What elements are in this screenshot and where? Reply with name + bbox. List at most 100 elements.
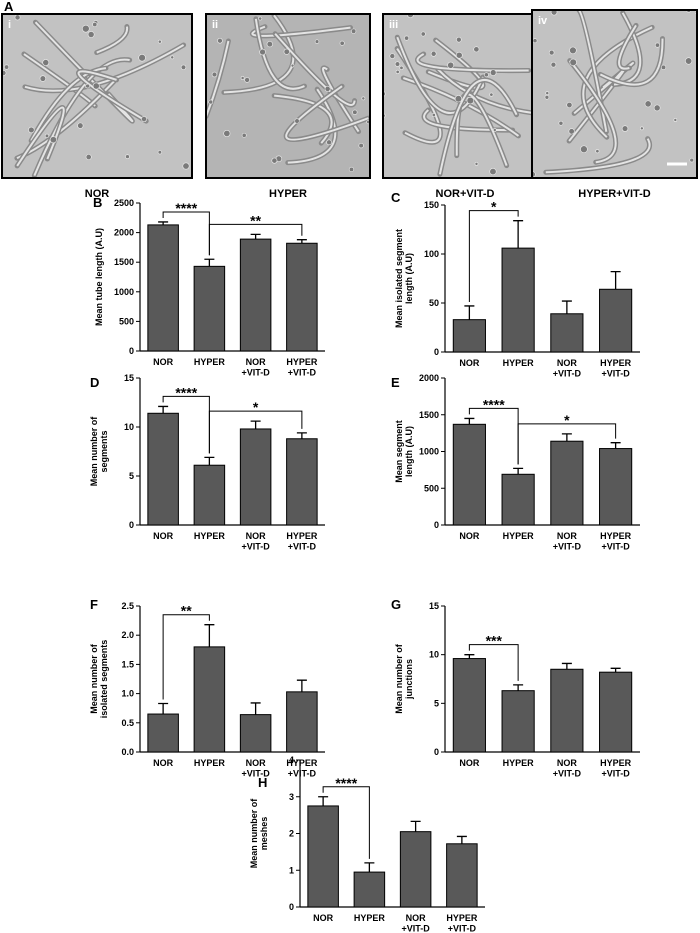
bar xyxy=(353,871,386,908)
bar xyxy=(286,438,318,526)
x-tick-label: NOR xyxy=(313,913,334,923)
y-tick-label: 15 xyxy=(429,601,439,611)
y-axis-label: Mean number ofjunctions xyxy=(394,643,414,714)
x-tick-label: NOR +VIT-D xyxy=(241,531,270,551)
y-tick-label: 1000 xyxy=(419,447,439,457)
cell xyxy=(157,150,162,155)
error-bar xyxy=(561,433,572,442)
tube-highlight xyxy=(416,53,529,72)
cell xyxy=(271,157,278,164)
y-tick-label: 0.5 xyxy=(121,718,134,728)
cell xyxy=(404,35,410,41)
cell xyxy=(653,104,661,112)
bar xyxy=(452,423,486,526)
panel-letter: E xyxy=(391,375,400,390)
y-tick-label: 10 xyxy=(429,650,439,660)
y-axis-label: Mean isolated segmentlength (A.U) xyxy=(394,229,414,328)
cell xyxy=(395,69,400,74)
cell xyxy=(92,22,98,28)
x-tick-label: NOR xyxy=(153,531,174,541)
cell xyxy=(569,58,577,66)
cell xyxy=(544,95,550,100)
significance-label: **** xyxy=(335,775,357,791)
cell xyxy=(92,82,100,90)
error-bar xyxy=(250,233,261,240)
cell xyxy=(660,64,667,70)
error-bar xyxy=(610,667,621,673)
cell xyxy=(14,14,21,21)
significance-bracket xyxy=(468,210,519,302)
cell xyxy=(545,91,550,95)
error-bar xyxy=(318,796,329,806)
error-bar xyxy=(158,702,169,715)
cell xyxy=(550,10,558,16)
numeral: i xyxy=(8,19,11,31)
significance-bracket xyxy=(208,410,303,454)
cell xyxy=(569,46,577,55)
x-tick-label: HYPER +VIT-D xyxy=(446,913,478,933)
y-tick-label: 15 xyxy=(124,373,134,383)
bar xyxy=(193,646,226,753)
error-bar xyxy=(561,300,572,314)
cell xyxy=(474,161,479,166)
bar xyxy=(501,690,535,753)
cell xyxy=(685,57,693,65)
y-tick-label: 2.5 xyxy=(121,601,134,611)
cell xyxy=(484,72,489,78)
bar xyxy=(239,428,272,526)
caption: HYPER xyxy=(269,188,307,200)
micrograph-frame xyxy=(205,13,371,179)
tube-highlight xyxy=(33,58,130,177)
cell xyxy=(258,16,263,21)
cell xyxy=(361,96,366,101)
x-tick-label: HYPER +VIT-D xyxy=(286,357,318,377)
x-tick-label: NOR xyxy=(459,758,480,768)
error-bar xyxy=(610,270,621,290)
cell xyxy=(489,92,494,97)
bar xyxy=(307,805,339,908)
error-bar xyxy=(464,417,475,425)
bar xyxy=(193,464,226,526)
tube-highlight xyxy=(254,18,305,90)
error-bar xyxy=(610,442,621,449)
x-tick-label: HYPER +VIT-D xyxy=(600,758,632,778)
cell xyxy=(352,109,358,115)
caption: HYPER+VIT-D xyxy=(578,188,650,200)
significance-label: ** xyxy=(250,212,261,228)
y-tick-label: 1 xyxy=(289,865,294,875)
panel-letter: F xyxy=(90,597,98,612)
cell xyxy=(348,166,355,173)
tube-highlight xyxy=(568,60,617,164)
panel-letter: G xyxy=(391,597,401,612)
x-tick-label: HYPER xyxy=(194,357,226,367)
significance-bracket xyxy=(208,223,303,256)
error-bar xyxy=(296,432,307,439)
bar xyxy=(452,319,486,353)
y-tick-label: 2000 xyxy=(419,373,439,383)
cell xyxy=(44,133,50,138)
panel-letter: C xyxy=(391,190,401,205)
y-tick-label: 1000 xyxy=(114,287,134,297)
error-bar xyxy=(250,420,261,429)
error-bar xyxy=(364,862,375,873)
tube-highlight xyxy=(16,106,65,167)
bar xyxy=(501,247,535,353)
cell xyxy=(241,132,247,138)
x-tick-label: NOR +VIT-D xyxy=(553,358,582,378)
numeral: iv xyxy=(538,15,548,27)
error-bar xyxy=(561,662,572,670)
significance-bracket xyxy=(468,644,519,681)
cell xyxy=(431,113,436,117)
y-axis-label: Mean tube length (A.U) xyxy=(94,228,104,326)
cell xyxy=(87,31,95,38)
cell xyxy=(644,100,652,108)
cell xyxy=(259,48,266,56)
bar xyxy=(399,831,432,908)
cell xyxy=(550,61,557,68)
bar xyxy=(239,238,272,352)
tube-highlight xyxy=(206,40,230,117)
significance-label: **** xyxy=(483,396,505,412)
error-bar xyxy=(513,467,524,475)
x-tick-label: HYPER xyxy=(503,758,535,768)
cell xyxy=(492,128,497,132)
